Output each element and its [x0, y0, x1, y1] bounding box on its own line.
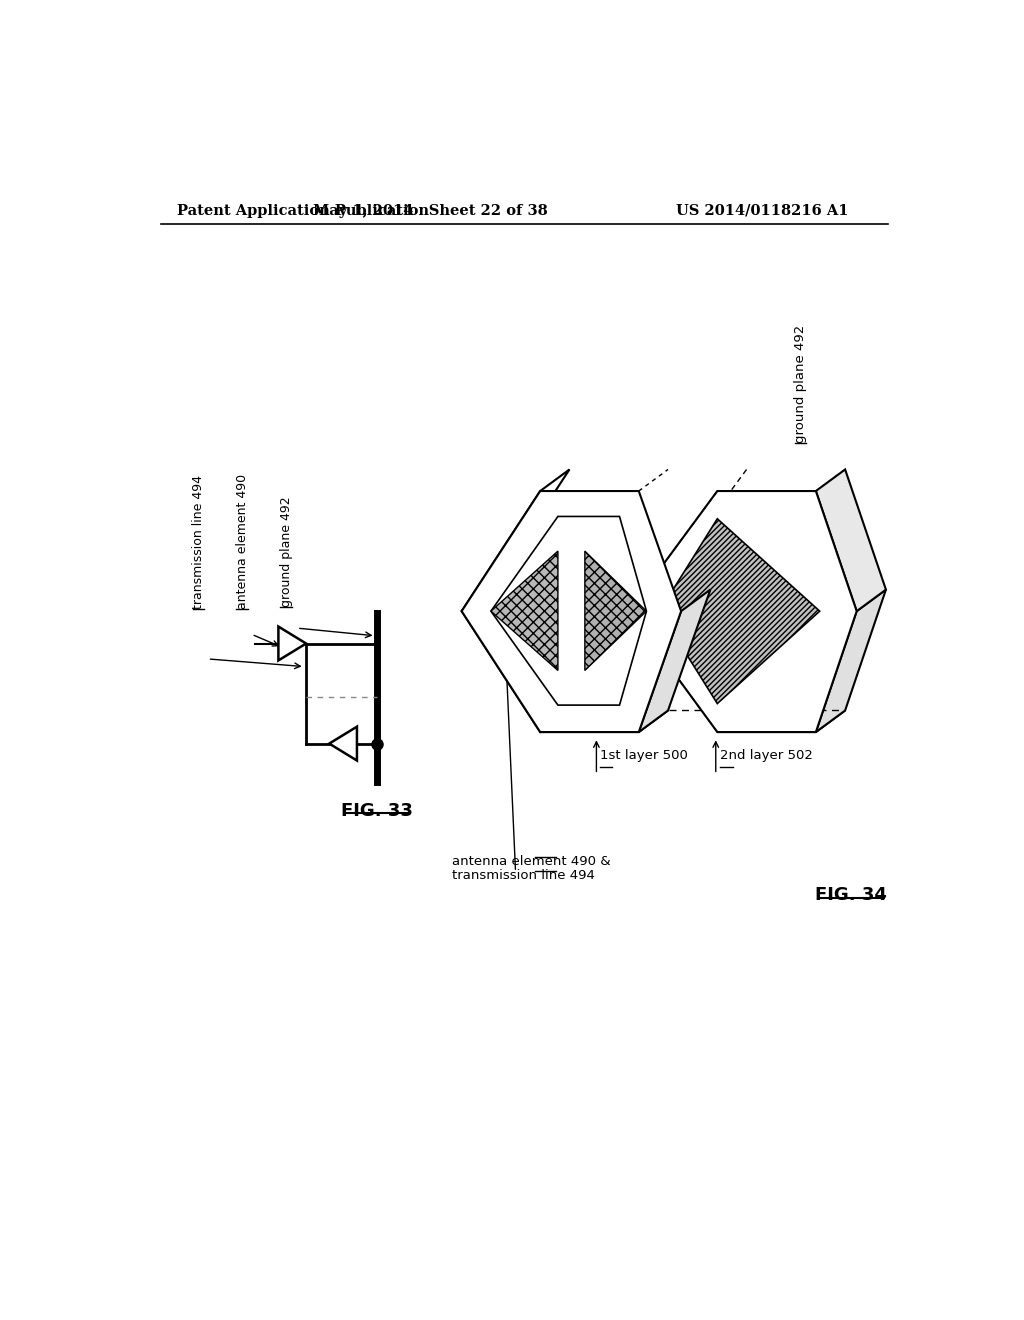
- Polygon shape: [659, 519, 819, 704]
- Polygon shape: [639, 590, 711, 733]
- Polygon shape: [541, 710, 668, 733]
- Polygon shape: [585, 552, 646, 671]
- Polygon shape: [462, 590, 569, 733]
- Polygon shape: [462, 491, 681, 733]
- Polygon shape: [717, 710, 845, 733]
- Text: transmission line 494: transmission line 494: [191, 475, 205, 609]
- Text: antenna element 490: antenna element 490: [236, 474, 249, 609]
- Text: 2nd layer 502: 2nd layer 502: [720, 750, 812, 763]
- Polygon shape: [816, 590, 886, 733]
- Text: FIG. 34: FIG. 34: [814, 886, 887, 904]
- Text: FIG. 33: FIG. 33: [341, 803, 413, 820]
- Polygon shape: [490, 516, 646, 705]
- Text: antenna element 490 &: antenna element 490 &: [453, 855, 611, 869]
- Text: ground plane 492: ground plane 492: [280, 496, 293, 607]
- Polygon shape: [462, 470, 569, 611]
- Text: Patent Application Publication: Patent Application Publication: [177, 203, 429, 218]
- Text: May 1, 2014   Sheet 22 of 38: May 1, 2014 Sheet 22 of 38: [313, 203, 548, 218]
- Text: US 2014/0118216 A1: US 2014/0118216 A1: [676, 203, 848, 218]
- Polygon shape: [816, 470, 886, 611]
- Polygon shape: [629, 491, 857, 733]
- Text: transmission line 494: transmission line 494: [453, 869, 595, 882]
- Text: ground plane 492: ground plane 492: [794, 325, 807, 444]
- Polygon shape: [490, 552, 558, 671]
- Text: 1st layer 500: 1st layer 500: [600, 750, 688, 763]
